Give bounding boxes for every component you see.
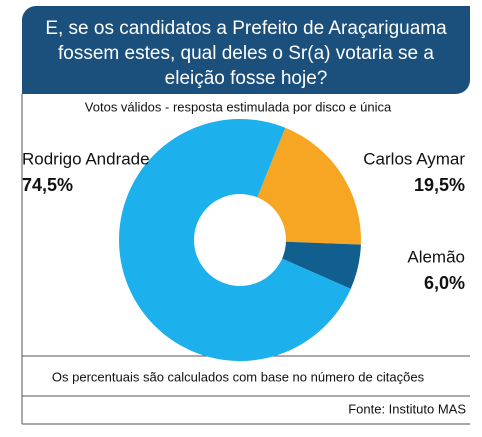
legend-label: Carlos Aymar xyxy=(363,149,465,168)
donut-slice xyxy=(257,127,361,245)
value-label: 74,5% xyxy=(22,175,73,195)
value-label: 19,5% xyxy=(414,175,465,195)
subtitle: Votos válidos - resposta estimulada por … xyxy=(85,99,392,114)
donut-slice xyxy=(118,119,351,362)
donut-slice xyxy=(282,241,361,289)
chart-title: E, se os candidatos a Prefeito de Araçar… xyxy=(22,6,470,94)
source: Fonte: Instituto MAS xyxy=(348,401,466,416)
legend-label: Alemão xyxy=(407,247,465,266)
note: Os percentuais são calculados com base n… xyxy=(52,369,425,384)
legend-label: Rodrigo Andrade xyxy=(22,149,150,168)
value-label: 6,0% xyxy=(424,273,465,293)
